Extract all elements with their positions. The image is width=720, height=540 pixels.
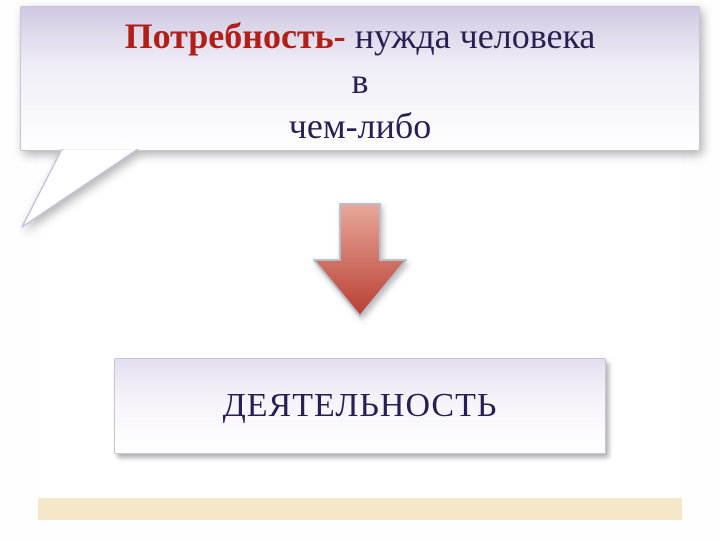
definition-line2: в bbox=[28, 59, 692, 104]
definition-line1: нужда человека bbox=[346, 16, 596, 56]
definition-callout: Потребность- нужда человека в чем-либо bbox=[20, 6, 700, 206]
term-highlight: Потребность- bbox=[125, 16, 346, 56]
slide-bottom-band bbox=[38, 498, 682, 520]
speech-tail-icon bbox=[20, 149, 140, 221]
callout-text: Потребность- нужда человека в чем-либо bbox=[20, 14, 700, 149]
definition-line3: чем-либо bbox=[28, 104, 692, 149]
activity-label: ДЕЯТЕЛЬНОСТЬ bbox=[223, 387, 498, 425]
activity-box: ДЕЯТЕЛЬНОСТЬ bbox=[114, 358, 606, 454]
down-arrow-icon bbox=[310, 200, 410, 320]
